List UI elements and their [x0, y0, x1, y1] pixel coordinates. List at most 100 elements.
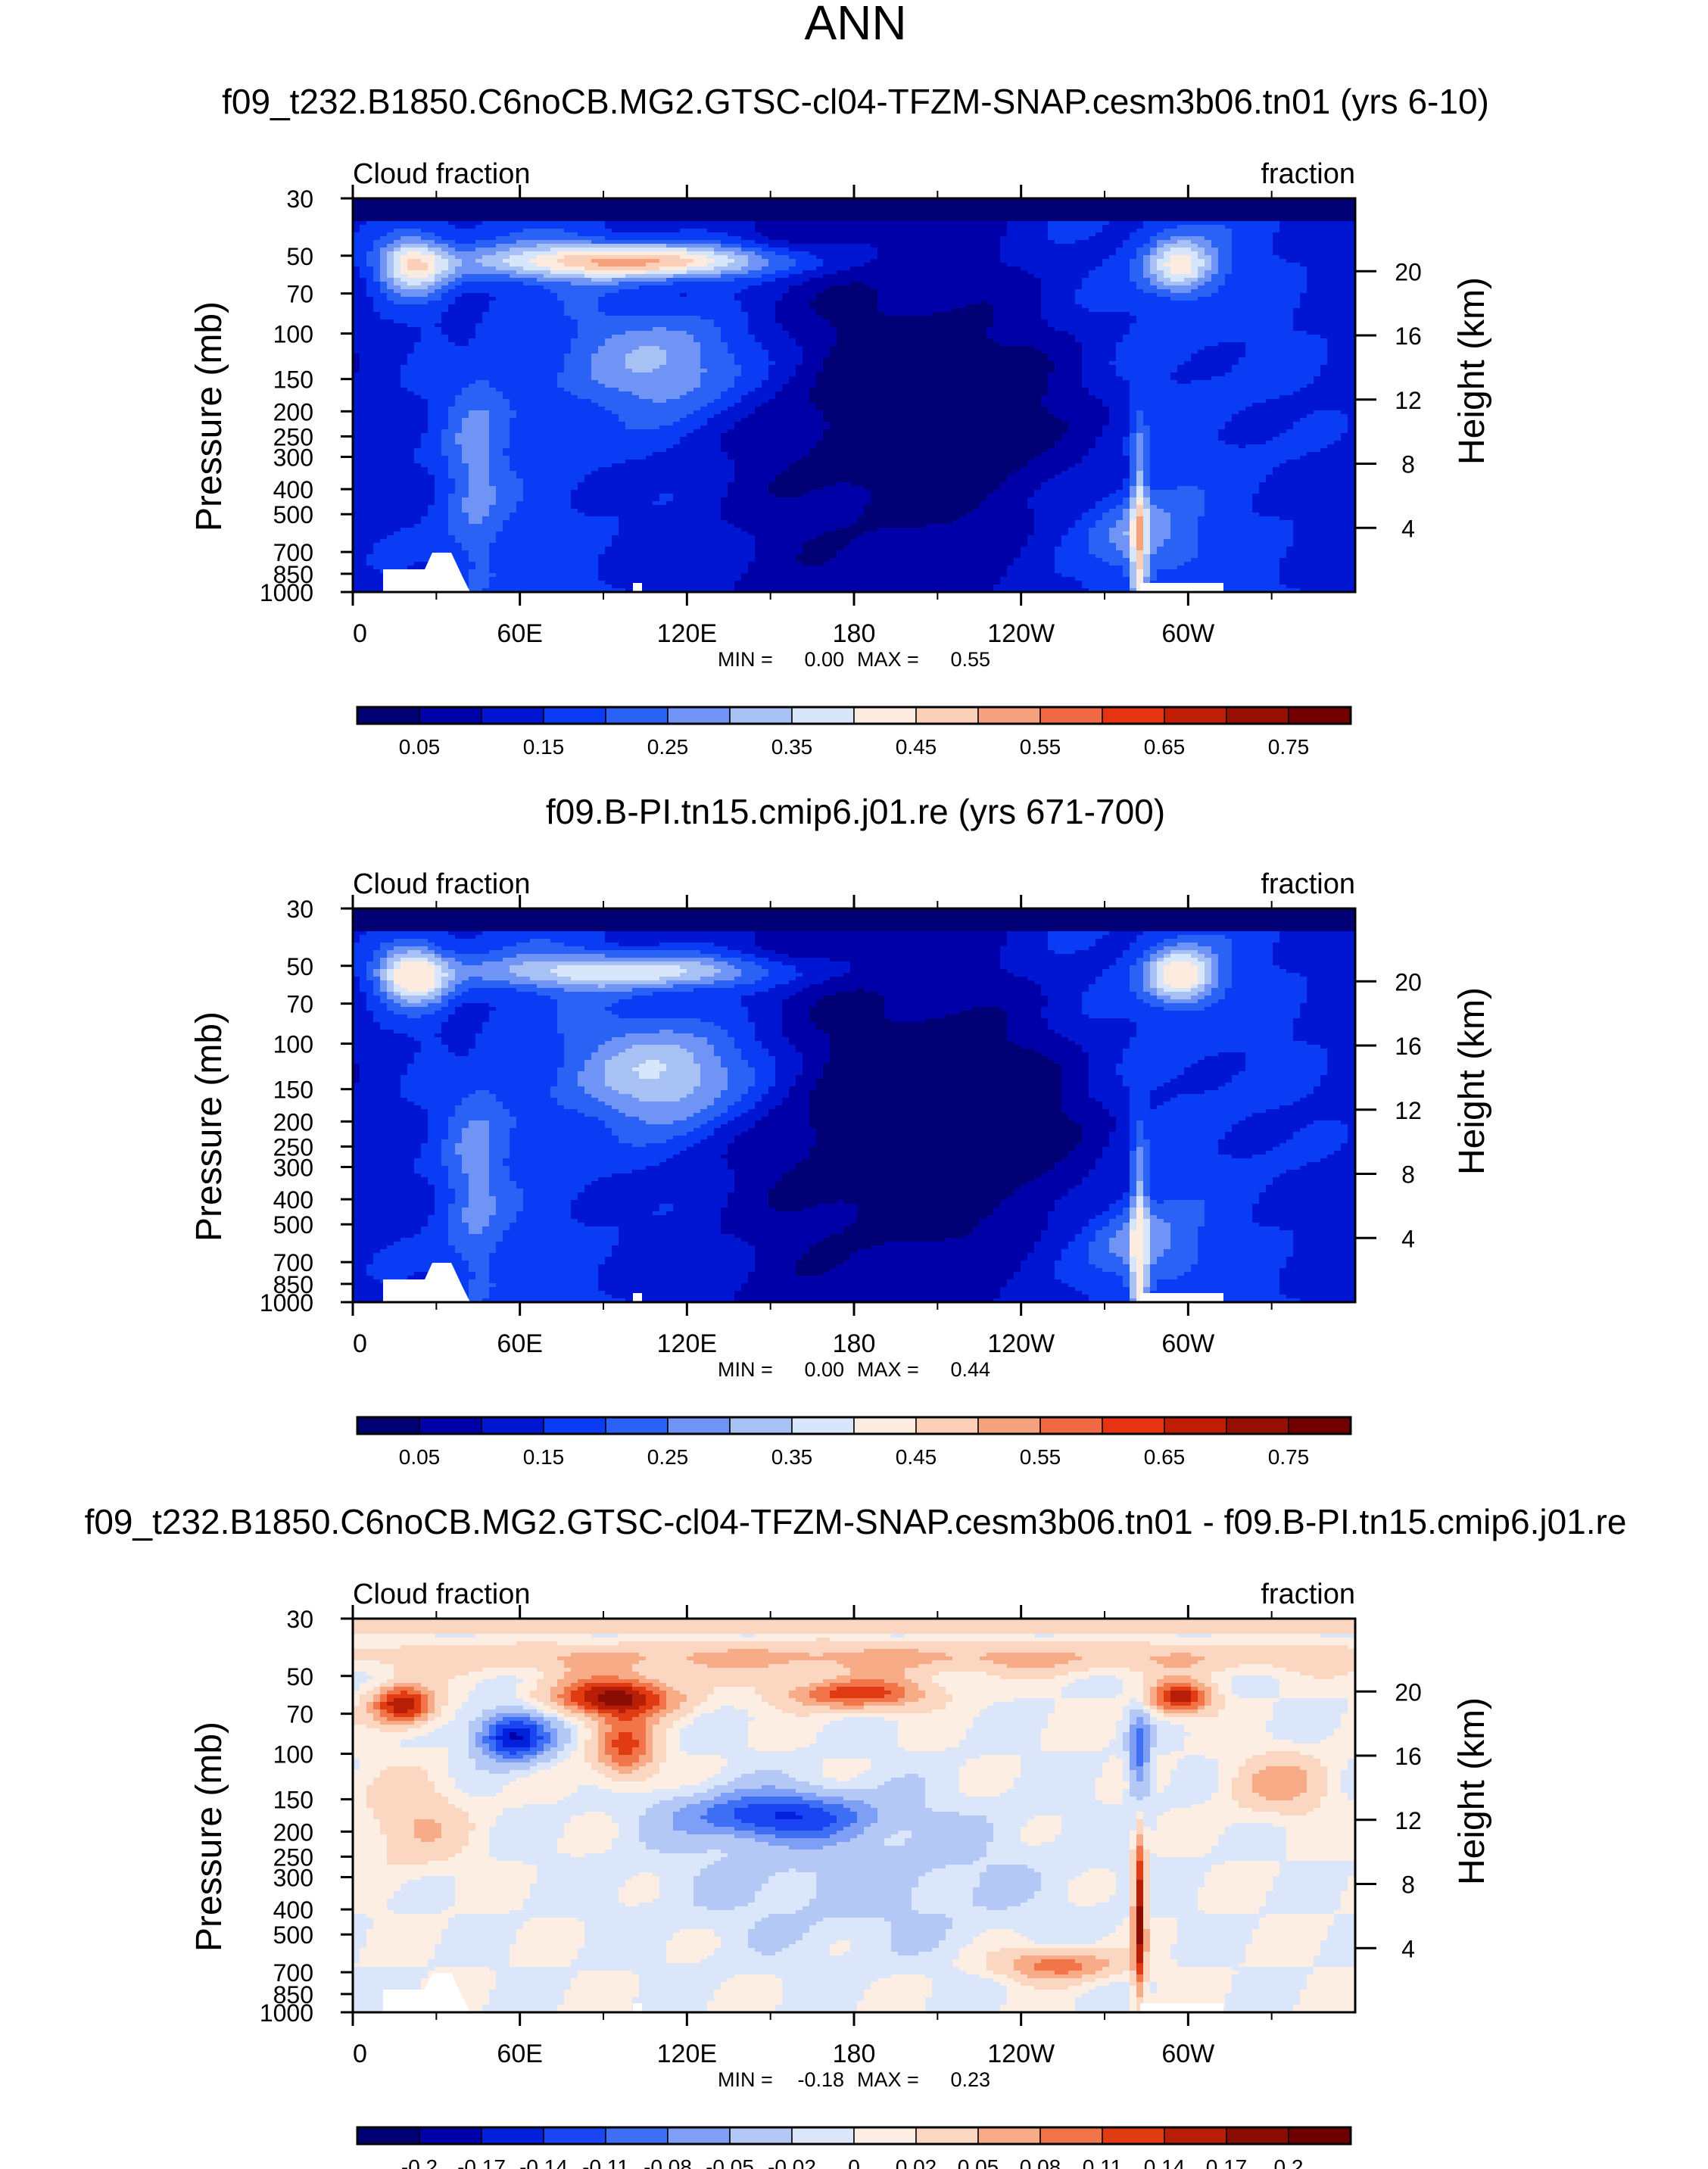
heatmap-cell [1184, 210, 1191, 213]
heatmap-cell [775, 202, 782, 206]
heatmap-cell [755, 202, 762, 206]
heatmap-cell [946, 210, 952, 213]
heatmap-cell [387, 210, 394, 213]
heatmap-cell [789, 206, 796, 210]
heatmap-cell [421, 206, 428, 210]
heatmap-cell [762, 206, 768, 210]
heatmap-cell [550, 202, 557, 206]
heatmap-cell [1027, 210, 1034, 213]
heatmap-cell [1048, 210, 1055, 213]
heatmap-cell [1021, 202, 1027, 206]
heatmap-cell [387, 202, 394, 206]
heatmap-cell [952, 206, 959, 210]
heatmap-cell [496, 210, 503, 213]
heatmap-cell [1007, 206, 1014, 210]
heatmap-cell [489, 202, 496, 206]
heatmap-cell [803, 206, 809, 210]
heatmap-cell [707, 202, 714, 206]
heatmap-cell [932, 202, 939, 206]
heatmap-cell [653, 206, 659, 210]
heatmap-cell [823, 206, 830, 210]
heatmap-cell [1300, 210, 1307, 213]
heatmap-cell [741, 206, 748, 210]
heatmap-cell [1021, 206, 1027, 210]
heatmap-cell [721, 202, 728, 206]
heatmap-cell [475, 210, 482, 213]
heatmap-cell [1286, 202, 1293, 206]
heatmap-cell [489, 210, 496, 213]
heatmap-cell [734, 210, 741, 213]
heatmap-cell [1157, 202, 1164, 206]
heatmap-cell [1000, 206, 1007, 210]
panel-subtitle: f09_t232.B1850.C6noCB.MG2.GTSC-cl04-TFZM… [222, 82, 1489, 121]
heatmap-cell [1014, 202, 1021, 206]
heatmap-cell [1205, 210, 1211, 213]
heatmap-cell [1259, 210, 1266, 213]
heatmap-cell [700, 202, 707, 206]
heatmap-cell [646, 210, 653, 213]
heatmap-cell [1068, 210, 1075, 213]
heatmap-cell [659, 206, 666, 210]
heatmap-cell [1027, 202, 1034, 206]
heatmap-cell [578, 210, 584, 213]
heatmap-cell [1198, 202, 1205, 206]
heatmap-cell [1225, 210, 1232, 213]
heatmap-cell [959, 202, 966, 206]
heatmap-cell [1341, 206, 1348, 210]
heatmap-cell [639, 206, 646, 210]
heatmap-cell [605, 210, 612, 213]
heatmap-cell [469, 202, 475, 206]
heatmap-cell [462, 206, 469, 210]
heatmap-cell [1177, 206, 1184, 210]
heatmap-cell [680, 202, 687, 206]
heatmap-cell [632, 202, 639, 206]
heatmap-cell [673, 206, 680, 210]
heatmap-cell [803, 202, 809, 206]
heatmap-cell [625, 202, 632, 206]
heatmap-cell [857, 210, 864, 213]
heatmap-cell [734, 206, 741, 210]
heatmap-cell [1034, 210, 1041, 213]
heatmap-cell [1136, 210, 1143, 213]
heatmap-cell [680, 206, 687, 210]
heatmap-cell [762, 210, 768, 213]
heatmap-cell [1007, 210, 1014, 213]
heatmap-cell [946, 202, 952, 206]
heatmap-cell [734, 202, 741, 206]
heatmap-cell [1348, 202, 1354, 206]
heatmap-cell [564, 206, 571, 210]
heatmap-cell [380, 210, 387, 213]
heatmap-cell [646, 202, 653, 206]
heatmap-cell [768, 210, 775, 213]
heatmap-cell [448, 202, 455, 206]
heatmap-cell [673, 202, 680, 206]
heatmap-cell [884, 202, 891, 206]
heatmap-cell [1232, 206, 1239, 210]
heatmap-cell [1225, 206, 1232, 210]
heatmap-cell [816, 206, 823, 210]
heatmap-cell [1245, 210, 1252, 213]
heatmap-cell [918, 202, 925, 206]
heatmap-cell [939, 210, 946, 213]
heatmap-cell [659, 202, 666, 206]
heatmap-cell [1055, 206, 1061, 210]
heatmap-cell [871, 202, 877, 206]
heatmap-cell [775, 210, 782, 213]
heatmap-cell [1082, 210, 1089, 213]
heatmap-cell [1102, 202, 1109, 206]
heatmap-cell [537, 206, 544, 210]
figure: ANN f09_t232.B1850.C6noCB.MG2.GTSC-cl04-… [0, 0, 1708, 2169]
heatmap-cell [898, 210, 905, 213]
heatmap-cell [1327, 206, 1334, 210]
heatmap-cell [905, 210, 912, 213]
heatmap-cell [1116, 202, 1123, 206]
heatmap-cell [530, 210, 537, 213]
heatmap-cell [864, 210, 871, 213]
heatmap-cell [673, 210, 680, 213]
heatmap-cell [830, 202, 837, 206]
heatmap-cell [366, 202, 373, 206]
heatmap-cell [578, 206, 584, 210]
heatmap-cell [435, 202, 441, 206]
heatmap-cell [1143, 210, 1150, 213]
heatmap-cell [1184, 202, 1191, 206]
